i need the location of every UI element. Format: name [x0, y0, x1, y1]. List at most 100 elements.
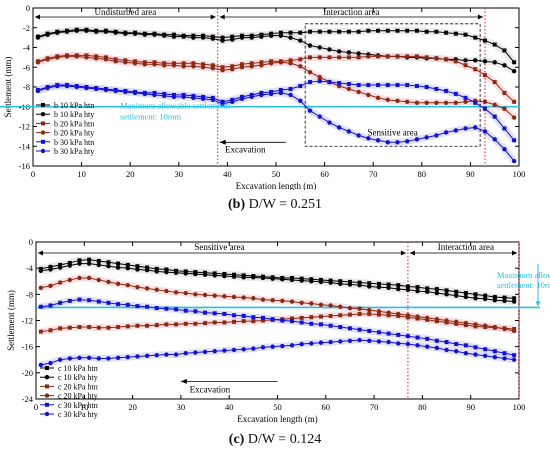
series-5-point [106, 356, 111, 361]
series-3-point [239, 65, 245, 70]
series-0-point [463, 32, 468, 37]
legend-label-0: b 10 kPa htn [54, 101, 94, 110]
series-3-point [259, 63, 264, 68]
series-2-point [135, 323, 140, 328]
series-4-point [280, 318, 285, 323]
series-0-point [512, 296, 517, 301]
legend-label-3: c 20 kPa hty [58, 392, 98, 401]
series-0-point [473, 292, 478, 297]
series-1-point [230, 37, 235, 42]
series-4-point [414, 84, 419, 89]
series-2-point [145, 323, 150, 328]
series-2-point [249, 61, 254, 66]
series-0-point [512, 60, 517, 65]
series-0-point [230, 34, 235, 39]
series-2-point [201, 62, 206, 67]
series-0-point [463, 291, 468, 296]
series-4-point [125, 302, 130, 307]
x-tick-label: 60 [320, 169, 329, 179]
series-0-point [405, 284, 410, 289]
series-5-point [259, 92, 264, 98]
legend-marker-1 [40, 112, 46, 117]
series-5-point [405, 341, 411, 347]
series-3-point [45, 57, 50, 62]
series-3-point [347, 305, 353, 311]
series-4-point [222, 311, 227, 316]
region-arrow-left-head-left [35, 14, 40, 20]
series-2-point [317, 55, 322, 60]
series-2-point [512, 99, 517, 104]
series-5-point [502, 356, 507, 361]
series-0-point [492, 42, 497, 47]
series-4-point [366, 83, 371, 88]
series-4-point [434, 86, 439, 91]
series-1-point [173, 270, 179, 275]
series-5-point [299, 341, 304, 347]
series-3-point [405, 99, 410, 105]
series-1-point [115, 265, 121, 270]
x-tick-label: 30 [175, 169, 184, 179]
y-tick-label: -24 [22, 394, 34, 404]
series-5-point [103, 87, 109, 93]
series-4-point [203, 310, 208, 315]
series-1-point [463, 58, 468, 63]
chart-c: 0 10 20 30 40 50 60 70 80 90 100 0 -4 -8 -12 -16 -20 -24 E… [6, 237, 550, 424]
series-2-point [444, 57, 449, 62]
series-4-point [96, 299, 101, 304]
series-2-point [212, 320, 217, 325]
series-3-point [183, 290, 188, 296]
x-tick-label: 90 [466, 169, 475, 179]
series-3-point [268, 61, 274, 66]
y-tick-label: -4 [23, 43, 31, 53]
legend-label-5: c 30 kPa hty [58, 410, 98, 419]
legend-label-0: c 10 kPa htn [58, 364, 98, 373]
series-5-point [434, 133, 439, 138]
series-1-point [270, 276, 275, 281]
region-arrow-right-head-left [409, 250, 415, 256]
series-2-point [338, 313, 343, 318]
series-0-point [405, 28, 410, 33]
region-arrow-left-head-right [210, 14, 216, 20]
series-4-point [289, 319, 294, 324]
series-5-point [222, 348, 227, 353]
series-2-point [87, 325, 92, 330]
series-0-point [337, 29, 342, 34]
series-4-point [395, 83, 400, 88]
x-tick-label: 80 [418, 169, 427, 179]
series-5-point [317, 114, 322, 119]
sensitive-area-label: Sensitive area [368, 127, 418, 137]
region-label-right: Interaction area [323, 7, 379, 17]
series-3-point [338, 304, 343, 309]
series-4-point [38, 304, 43, 309]
legend-marker-5 [40, 148, 46, 154]
series-1-point [183, 271, 188, 276]
series-3-point [298, 64, 303, 69]
series-4-point [463, 95, 468, 100]
series-4-point [376, 330, 381, 335]
series-3-point [162, 63, 167, 68]
series-2-point [337, 55, 342, 60]
series-4-point [425, 336, 430, 341]
chart-b: 0 10 20 30 40 50 60 70 80 90 1000-2-4-6-8-10-12-14… [0, 3, 525, 190]
series-2-point [502, 90, 507, 95]
series-5-point [239, 96, 245, 102]
series-3-point [173, 290, 179, 295]
series-2-point [376, 54, 381, 59]
series-4-point [454, 342, 459, 347]
sensitive-area-box [304, 23, 481, 147]
series-4-point [241, 313, 246, 318]
series-3-point [212, 293, 217, 298]
series-5-point [482, 129, 488, 134]
series-1-point [288, 35, 293, 40]
series-0-point [317, 29, 322, 34]
series-5-point [307, 108, 313, 113]
series-3-point [113, 59, 118, 64]
y-tick-label: -12 [22, 316, 33, 326]
series-2-point [473, 67, 478, 72]
series-5-point [375, 138, 381, 143]
series-1-point [260, 275, 266, 281]
series-1-point [492, 60, 497, 65]
series-3-point [200, 65, 206, 70]
series-2-point [220, 65, 225, 70]
series-2-point [193, 321, 198, 326]
